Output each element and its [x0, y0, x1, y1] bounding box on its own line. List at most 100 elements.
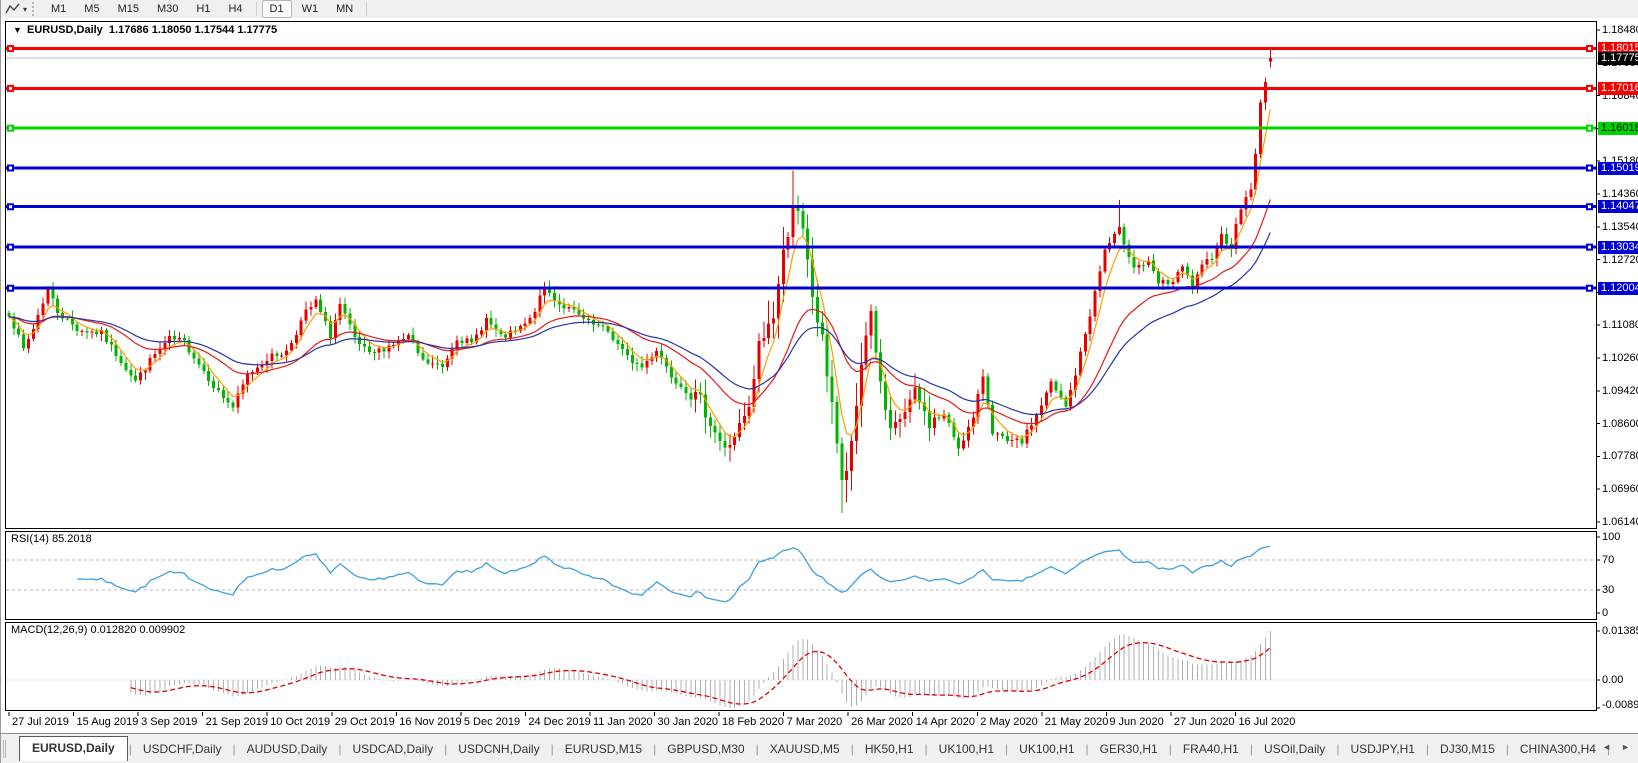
tab-scroll-right-icon[interactable]: ► — [1621, 742, 1630, 752]
tab-separator: | — [653, 742, 657, 756]
date-axis-label[interactable]: 24 Dec 2019 — [528, 716, 591, 728]
toolbar-separator — [366, 2, 368, 16]
date-axis-label[interactable]: 15 Aug 2019 — [76, 716, 139, 728]
rsi-axis-label: 70 — [1602, 554, 1615, 566]
toolbar-grip[interactable] — [32, 2, 38, 16]
tab-separator: | — [550, 742, 554, 756]
date-axis-label[interactable]: 2 May 2020 — [980, 716, 1038, 728]
level-price-label[interactable]: 1.17016 — [1598, 81, 1638, 95]
date-axis-label[interactable]: 29 Oct 2019 — [334, 716, 395, 728]
level-price-label[interactable]: 1.13034 — [1598, 240, 1638, 254]
zigzag-icon — [5, 3, 20, 14]
price-axis-label[interactable]: 1.11080 — [1602, 319, 1638, 332]
tab-separator: | — [338, 742, 342, 756]
price-axis-label[interactable]: 1.08600 — [1602, 417, 1638, 430]
price-axis-label[interactable]: 1.09420 — [1602, 384, 1638, 397]
chart-tab-usdjpy-h1[interactable]: USDJPY,H1 — [1350, 741, 1415, 756]
chart-tab-bar: EURUSD,Daily | USDCHF,Daily | AUDUSD,Daily | U… — [1, 733, 1638, 763]
chart-tab-uk100-h1[interactable]: UK100,H1 — [1019, 741, 1075, 756]
chart-tab-audusd-daily[interactable]: AUDUSD,Daily — [246, 741, 328, 756]
date-axis-label[interactable]: 30 Jan 2020 — [657, 716, 719, 728]
chart-tab-usdcnh-daily[interactable]: USDCNH,Daily — [458, 741, 540, 756]
chart-plot[interactable] — [1, 18, 1638, 763]
toolbar: ▾ M1 M5 M15 M30 H1 H4 D1 W1 MN — [1, 0, 1638, 19]
chart-tab-eurusd-daily[interactable]: EURUSD,Daily — [19, 736, 128, 761]
timeframe-button-mn[interactable]: MN — [336, 3, 354, 15]
chart-tab-hk50-h1[interactable]: HK50,H1 — [864, 741, 914, 756]
chart-tab-gbpusd-m30[interactable]: GBPUSD,M30 — [667, 741, 745, 756]
level-price-label[interactable]: 1.16018 — [1598, 121, 1638, 135]
date-axis-label[interactable]: 26 Mar 2020 — [851, 716, 913, 728]
price-axis-label[interactable]: 1.18480 — [1602, 24, 1638, 36]
chart-tab-ger30-h1[interactable]: GER30,H1 — [1099, 741, 1158, 756]
date-axis-label[interactable]: 14 Apr 2020 — [915, 716, 976, 728]
chart-tab-usdchf-daily[interactable]: USDCHF,Daily — [142, 741, 222, 756]
timeframe-button-d1[interactable]: D1 — [261, 0, 292, 18]
chart-context-caret-icon[interactable]: ▼ — [13, 25, 22, 35]
date-axis-label[interactable]: 16 Nov 2019 — [399, 716, 462, 728]
level-price-label[interactable]: 1.12004 — [1598, 281, 1638, 295]
date-axis-label[interactable]: 7 Mar 2020 — [786, 716, 843, 728]
tab-separator: | — [924, 742, 928, 756]
chart-tab-china300-h4[interactable]: CHINA300,H4 — [1519, 741, 1596, 756]
tab-separator: | — [850, 742, 854, 756]
timeframe-button-m15[interactable]: M15 — [117, 3, 139, 15]
timeframe-button-h4[interactable]: H4 — [228, 3, 243, 15]
price-axis-label[interactable]: 1.07780 — [1602, 450, 1638, 463]
date-axis-label[interactable]: 21 Sep 2019 — [205, 716, 269, 728]
chart-tab-dj30-m15[interactable]: DJ30,M15 — [1440, 741, 1495, 756]
price-axis-label[interactable]: 1.06140 — [1602, 516, 1638, 528]
date-axis-label[interactable]: 16 Jul 2020 — [1238, 716, 1296, 728]
tab-separator: | — [1606, 742, 1611, 756]
current-price-label: 1.17775 — [1598, 51, 1638, 65]
macd-axis-label: 0.013858 — [1602, 625, 1638, 637]
chart-tab-fra40-h1[interactable]: FRA40,H1 — [1182, 741, 1239, 756]
timeframe-button-m5[interactable]: M5 — [84, 3, 100, 15]
tab-separator: | — [1505, 742, 1509, 756]
date-axis-label[interactable]: 11 Jan 2020 — [592, 716, 653, 728]
dropdown-caret-icon[interactable]: ▾ — [23, 4, 28, 14]
date-axis-label[interactable]: 10 Oct 2019 — [270, 716, 331, 728]
date-axis-label[interactable]: 27 Jun 2020 — [1173, 716, 1235, 728]
toolbar-separator — [255, 2, 257, 16]
timeframe-button-h1[interactable]: H1 — [196, 3, 211, 15]
rsi-axis-label: 100 — [1602, 531, 1621, 543]
date-axis-label[interactable]: 27 Jul 2019 — [12, 716, 69, 728]
timeframe-buttons: M1 M5 M15 M30 H1 H4 D1 W1 MN — [42, 0, 371, 18]
price-axis-label[interactable]: 1.14360 — [1602, 188, 1638, 200]
tabs: EURUSD,Daily | USDCHF,Daily | AUDUSD,Daily | U… — [11, 736, 1611, 761]
macd-label: MACD(12,26,9) 0.012820 0.009902 — [11, 624, 186, 636]
price-axis-label[interactable]: 1.06960 — [1602, 483, 1638, 496]
price-axis-label[interactable]: 1.10260 — [1602, 352, 1638, 364]
date-axis-label[interactable]: 3 Sep 2019 — [141, 716, 198, 728]
date-axis-label[interactable]: 5 Dec 2019 — [463, 716, 521, 728]
level-price-label[interactable]: 1.15019 — [1598, 161, 1638, 175]
price-axis-label[interactable]: 1.12720 — [1602, 253, 1638, 266]
tab-separator: | — [1085, 742, 1089, 756]
date-axis-label[interactable]: 18 Feb 2020 — [722, 716, 784, 728]
macd-axis-label: -0.008968 — [1602, 699, 1638, 711]
chart-area[interactable]: ▼ EURUSD,Daily 1.17686 1.18050 1.17544 1… — [1, 18, 1638, 733]
chart-tab-eurusd-m15[interactable]: EURUSD,M15 — [564, 741, 643, 756]
timeframe-button-m1[interactable]: M1 — [51, 3, 67, 15]
tab-separator: | — [232, 742, 236, 756]
tab-scroll-buttons: ◄ ► — [1602, 742, 1630, 752]
chart-tab-uk100-h1[interactable]: UK100,H1 — [938, 741, 995, 756]
date-axis-label[interactable]: 21 May 2020 — [1044, 716, 1109, 728]
rsi-axis-label: 0 — [1602, 607, 1609, 619]
tab-scroll-left-icon[interactable]: ◄ — [1602, 742, 1612, 752]
level-price-label[interactable]: 1.14047 — [1598, 200, 1638, 214]
tabbar-grip[interactable] — [3, 740, 11, 758]
tab-separator: | — [128, 742, 132, 756]
timeframe-button-m30[interactable]: M30 — [156, 3, 179, 15]
chart-line-tool-icon[interactable]: ▾ — [1, 2, 30, 16]
chart-tab-usdcad-daily[interactable]: USDCAD,Daily — [352, 741, 434, 756]
tab-separator: | — [444, 742, 448, 756]
price-axis-label[interactable]: 1.13540 — [1602, 220, 1638, 233]
date-axis-label[interactable]: 9 Jun 2020 — [1109, 716, 1164, 728]
chart-tab-xauusd-m5[interactable]: XAUUSD,M5 — [769, 741, 840, 756]
timeframe-button-w1[interactable]: W1 — [301, 3, 319, 15]
macd-axis-label: 0.00 — [1602, 674, 1624, 686]
chart-tab-usoil-daily[interactable]: USOil,Daily — [1263, 741, 1326, 756]
